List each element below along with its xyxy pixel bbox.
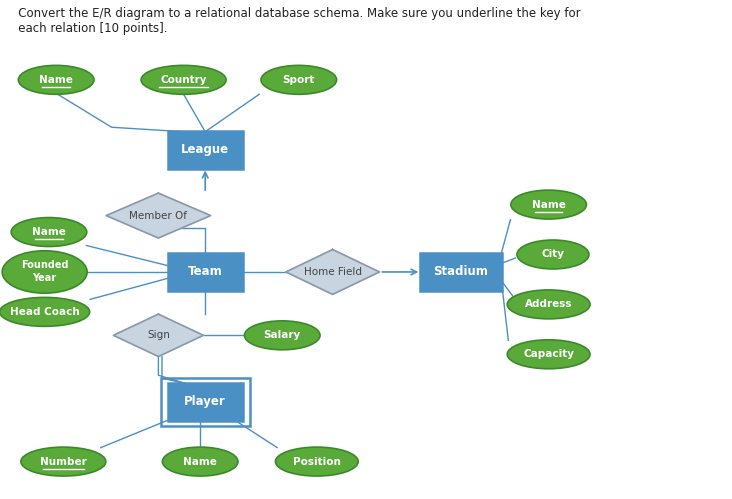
Ellipse shape <box>0 297 89 326</box>
Polygon shape <box>113 314 203 356</box>
Ellipse shape <box>517 240 589 269</box>
Text: League: League <box>181 143 229 156</box>
Ellipse shape <box>163 447 238 476</box>
Ellipse shape <box>21 447 106 476</box>
Text: Name: Name <box>531 200 566 210</box>
Text: Name: Name <box>32 227 66 237</box>
Ellipse shape <box>507 340 590 369</box>
Text: each relation [10 points].: each relation [10 points]. <box>7 22 168 35</box>
Text: City: City <box>542 250 564 259</box>
Text: Founded: Founded <box>21 260 68 270</box>
Ellipse shape <box>18 65 94 94</box>
Polygon shape <box>106 193 211 238</box>
Ellipse shape <box>261 65 337 94</box>
FancyBboxPatch shape <box>168 253 242 291</box>
Text: Head Coach: Head Coach <box>10 307 80 317</box>
Ellipse shape <box>141 65 226 94</box>
Text: Stadium: Stadium <box>433 265 488 278</box>
Text: Capacity: Capacity <box>523 349 574 359</box>
Text: Country: Country <box>160 75 207 85</box>
Text: Convert the E/R diagram to a relational database schema. Make sure you underline: Convert the E/R diagram to a relational … <box>7 7 580 20</box>
Text: Team: Team <box>188 265 223 278</box>
Ellipse shape <box>511 190 586 219</box>
Text: Address: Address <box>525 299 572 309</box>
Ellipse shape <box>2 250 87 293</box>
Ellipse shape <box>507 290 590 319</box>
Ellipse shape <box>244 321 320 350</box>
Text: Player: Player <box>184 395 226 408</box>
FancyBboxPatch shape <box>168 383 242 421</box>
Text: Sign: Sign <box>147 330 170 340</box>
Ellipse shape <box>275 447 358 476</box>
Text: Number: Number <box>40 457 86 467</box>
Text: Home Field: Home Field <box>304 267 362 277</box>
Text: Salary: Salary <box>264 330 301 340</box>
Text: Member Of: Member Of <box>130 211 187 221</box>
FancyBboxPatch shape <box>419 253 502 291</box>
Ellipse shape <box>11 218 87 247</box>
Text: Name: Name <box>183 457 217 467</box>
Text: Position: Position <box>293 457 340 467</box>
Text: Sport: Sport <box>283 75 315 85</box>
Text: Year: Year <box>33 273 56 283</box>
Text: Name: Name <box>40 75 73 85</box>
Polygon shape <box>285 250 379 294</box>
FancyBboxPatch shape <box>168 131 242 169</box>
